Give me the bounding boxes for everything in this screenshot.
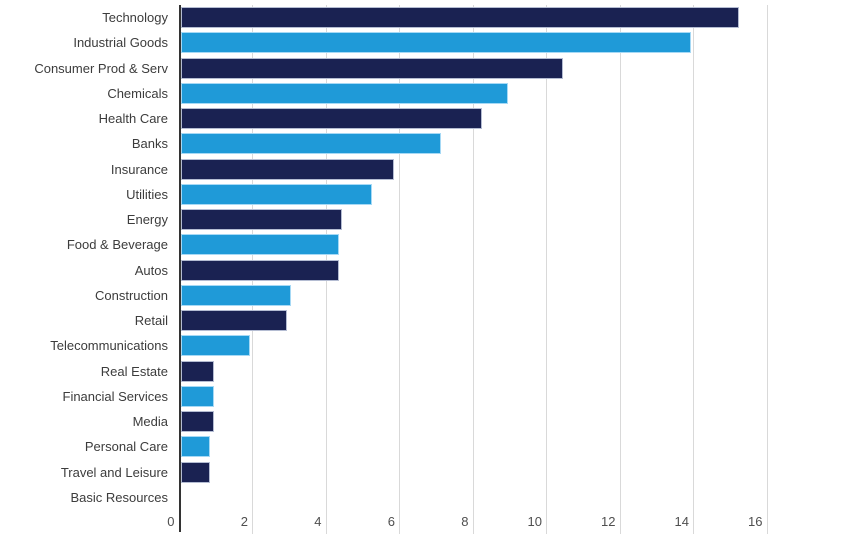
category-label: Financial Services xyxy=(62,388,169,404)
x-tick-label: 4 xyxy=(314,514,322,529)
x-tick-label: 14 xyxy=(674,514,689,529)
category-label: Banks xyxy=(131,136,168,152)
bar xyxy=(180,385,214,407)
bar xyxy=(180,183,372,205)
x-tick-label: 12 xyxy=(601,514,616,529)
category-label: Utilities xyxy=(126,186,168,202)
bar xyxy=(180,108,482,130)
bar xyxy=(180,461,210,483)
bar xyxy=(180,411,214,433)
x-tick-label: 2 xyxy=(240,514,248,529)
bar xyxy=(180,133,442,155)
bar xyxy=(180,360,214,382)
category-label: Insurance xyxy=(110,161,168,177)
bar xyxy=(180,158,394,180)
bar xyxy=(180,284,291,306)
x-tick-label: 8 xyxy=(461,514,469,529)
category-label: Technology xyxy=(102,10,168,25)
bar xyxy=(180,82,508,104)
bar xyxy=(180,436,210,458)
bar xyxy=(180,234,339,256)
bar xyxy=(180,259,339,281)
x-gridline xyxy=(399,5,400,534)
category-label: Consumer Prod & Serv xyxy=(34,60,168,76)
category-label: Personal Care xyxy=(84,439,168,455)
x-gridline xyxy=(766,5,768,534)
bar xyxy=(180,209,343,231)
category-label: Industrial Goods xyxy=(73,35,168,51)
bar xyxy=(180,32,692,54)
category-label: Chemicals xyxy=(107,85,168,101)
category-label: Construction xyxy=(95,287,168,303)
category-label: Real Estate xyxy=(100,363,168,379)
x-tick-label: 6 xyxy=(387,514,395,529)
bar xyxy=(180,57,563,79)
category-label: Telecommunications xyxy=(50,338,168,354)
x-gridline xyxy=(472,5,474,534)
bar xyxy=(180,7,740,29)
category-label: Retail xyxy=(134,313,168,328)
category-label: Health Care xyxy=(98,111,168,126)
y-axis-line xyxy=(178,5,181,532)
category-label: Food & Beverage xyxy=(66,237,168,253)
bar xyxy=(180,335,251,357)
category-label: Energy xyxy=(126,212,168,227)
category-label: Basic Resources xyxy=(70,489,168,505)
category-label: Travel and Leisure xyxy=(60,464,168,480)
bar xyxy=(180,310,288,332)
category-label: Autos xyxy=(134,262,168,278)
x-gridline xyxy=(693,5,694,534)
x-tick-label: 16 xyxy=(748,514,763,529)
x-gridline xyxy=(546,5,547,534)
x-gridline xyxy=(619,5,621,534)
category-label: Media xyxy=(132,414,168,429)
x-tick-label: 10 xyxy=(527,514,542,529)
x-tick-label: 0 xyxy=(167,514,175,529)
